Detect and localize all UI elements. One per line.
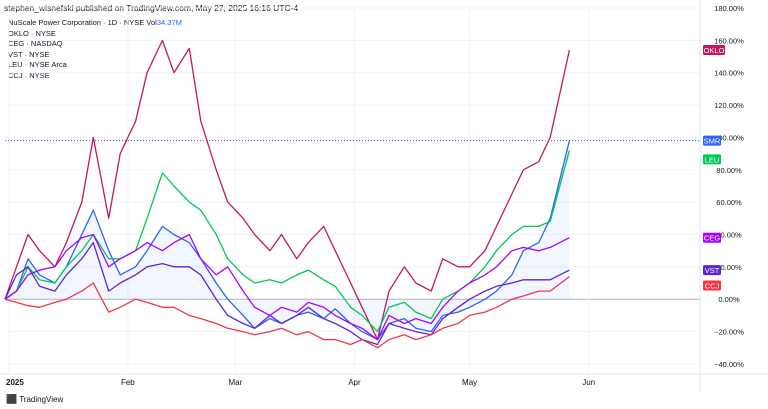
end-label-bg-vst <box>703 265 721 276</box>
end-label-bg-leu <box>703 154 721 165</box>
label-layer: CCJ VST CEG LEU SMR OKLO <box>703 45 725 291</box>
y-tick-label: 120.00% <box>714 101 744 110</box>
fill-layer <box>5 140 570 340</box>
legend-item: VST · NYSE <box>8 49 50 59</box>
y-tick-label: 100.00% <box>714 133 744 142</box>
series-line-ceg <box>4 233 570 341</box>
legend-vol-value: 34.37M <box>156 18 182 27</box>
legend-item: CCJ · NYSE <box>8 70 50 80</box>
legend-item: OKLO · NYSE <box>8 28 56 38</box>
y-tick-label: 40.00% <box>716 230 742 239</box>
end-label-smr: SMR <box>704 137 721 146</box>
x-tick-label: May <box>462 378 477 387</box>
x-tick-label: Feb <box>121 378 135 387</box>
legend-main-row: NuScale Power Corporation · 1D · NYSE Vo… <box>8 18 182 29</box>
y-tick-label: 160.00% <box>714 36 744 45</box>
legend-vol-label: Vol <box>146 18 157 27</box>
end-label-oklo: OKLO <box>704 46 725 55</box>
y-tick-label: 140.00% <box>714 69 744 78</box>
y-tick-label: 20.00% <box>716 263 742 272</box>
y-tick-label: −20.00% <box>714 328 744 337</box>
y-tick-label: 180.00% <box>714 4 744 13</box>
grid-layer <box>5 7 700 372</box>
x-tick-label: 2025 <box>6 378 24 387</box>
end-label-ccj: CCJ <box>705 282 720 291</box>
y-tick-label: −40.00% <box>714 360 744 369</box>
x-tick-label: Mar <box>228 378 242 387</box>
axis-layer: 180.00% 160.00% 140.00% 120.00% 100.00% 80.00… <box>0 0 768 391</box>
legend-item: CEG · NASDAQ <box>8 39 63 48</box>
end-label-leu: LEU <box>705 155 720 164</box>
end-label-bg-smr <box>703 135 721 146</box>
end-label-vst: VST <box>705 266 720 275</box>
y-tick-label: 0.00% <box>718 295 740 304</box>
series-line-ccj <box>4 276 570 349</box>
y-tick-label: 80.00% <box>716 166 742 175</box>
series-line-oklo <box>4 39 571 341</box>
legend-main-title: NuScale Power Corporation · 1D · NYSE <box>8 18 145 27</box>
end-label-bg-ceg <box>703 232 721 243</box>
y-tick-label: 60.00% <box>716 198 742 207</box>
legend-item: LEU · NYSE Arca <box>8 60 67 69</box>
series-layer <box>4 39 571 349</box>
x-tick-label: Jun <box>582 378 595 387</box>
footer-brand: TradingView <box>19 395 64 404</box>
chart-legend: NuScale Power Corporation · 1D · NYSE Vo… <box>8 18 182 81</box>
end-label-bg-ccj <box>703 280 721 291</box>
tradingview-logo-icon: ⬛ <box>6 394 17 404</box>
x-tick-label: Apr <box>348 378 361 387</box>
end-label-bg-oklo <box>703 45 725 56</box>
end-label-ceg: CEG <box>704 234 720 243</box>
footer: ⬛ TradingView <box>6 394 63 405</box>
series-fill-smr <box>5 140 570 340</box>
series-line-vst <box>4 241 570 346</box>
